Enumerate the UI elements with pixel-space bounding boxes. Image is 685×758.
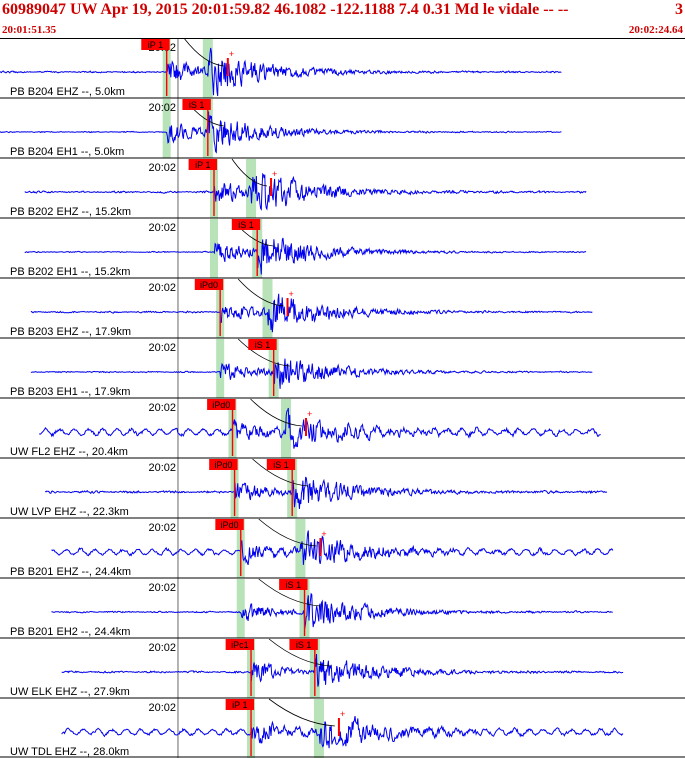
p-pick-flag xyxy=(225,639,255,650)
s-pick-flag xyxy=(266,459,296,470)
event-title: 60989047 UW Apr 19, 2015 20:01:59.82 46.… xyxy=(2,1,569,18)
minute-label: 20:02 xyxy=(148,702,176,714)
station-label: PB B204 EH1 --, 5.0km xyxy=(10,146,124,158)
minute-label: 20:02 xyxy=(148,342,176,354)
p-pick-flag xyxy=(215,519,244,530)
travel-time-curve xyxy=(231,158,268,187)
travel-time-curve xyxy=(268,638,331,667)
coda-plus: + xyxy=(340,709,345,719)
waveform-trace xyxy=(44,476,608,510)
minute-label: 20:02 xyxy=(148,462,176,474)
minute-label: 20:02 xyxy=(148,282,176,294)
p-window xyxy=(216,339,225,398)
station-label: UW LVP EHZ --, 22.3km xyxy=(10,506,129,518)
station-label: PB B203 EHZ --, 17.9km xyxy=(10,326,131,338)
travel-time-curve xyxy=(184,38,224,67)
station-label: PB B204 EHZ --, 5.0km xyxy=(10,86,125,98)
coda-plus: + xyxy=(321,529,326,539)
seismogram-panel: 20:02 iP 1 + PB B204 EHZ --, 5.0km 20:02 iS 1… xyxy=(0,38,685,758)
p-pick-label: iPc1 xyxy=(231,640,249,650)
p-pick-flag xyxy=(207,399,236,410)
coda-plus: + xyxy=(307,409,312,419)
p-pick-label: iPd0 xyxy=(214,460,232,470)
waveform-trace xyxy=(0,47,562,97)
travel-time-curve xyxy=(237,278,284,307)
event-count: 3 xyxy=(675,1,683,18)
travel-time-curve xyxy=(268,698,335,727)
waveform-trace xyxy=(51,592,613,629)
s-pick-label: iS 1 xyxy=(296,640,312,650)
s-pick-label: iS 1 xyxy=(189,100,205,110)
s-pick-flag xyxy=(279,579,308,590)
travel-time-curve xyxy=(258,518,317,547)
time-start-label: 20:01:51.35 xyxy=(2,24,57,36)
waveform-trace xyxy=(24,237,587,275)
minute-label: 20:02 xyxy=(148,642,176,654)
travel-time-curve xyxy=(252,458,309,487)
waveform-trace xyxy=(61,653,624,687)
station-label: PB B202 EHZ --, 15.2km xyxy=(10,206,131,218)
s-window xyxy=(246,159,257,218)
travel-time-curve xyxy=(237,338,290,367)
minute-label: 20:02 xyxy=(148,522,176,534)
coda-plus: + xyxy=(229,49,234,59)
p-pick-label: iPd0 xyxy=(221,520,239,530)
station-label: PB B201 EHZ --, 24.4km xyxy=(10,566,131,578)
station-label: UW TDL EHZ --, 28.0km xyxy=(10,746,129,758)
station-label: PB B201 EH2 --, 24.4km xyxy=(10,626,130,638)
p-window xyxy=(162,99,171,158)
p-pick-flag xyxy=(194,279,224,290)
waveform-trace xyxy=(24,172,587,211)
p-pick-flag xyxy=(209,459,238,470)
p-pick-label: iPd0 xyxy=(200,280,218,290)
minute-label: 20:02 xyxy=(148,102,176,114)
s-pick-label: iS 1 xyxy=(286,580,302,590)
s-window xyxy=(262,279,273,338)
travel-time-curve xyxy=(250,398,303,427)
waveform-trace xyxy=(30,358,593,389)
station-label: PB B203 EH1 --, 17.9km xyxy=(10,386,130,398)
s-pick-flag xyxy=(289,639,318,650)
p-pick-label: iP 1 xyxy=(195,160,210,170)
p-window xyxy=(236,579,245,638)
minute-label: 20:02 xyxy=(148,162,176,174)
p-pick-label: iP 1 xyxy=(148,40,163,50)
minute-label: 20:02 xyxy=(148,582,176,594)
travel-time-curve xyxy=(258,578,321,607)
minute-label: 20:02 xyxy=(148,222,176,234)
p-pick-label: iP 1 xyxy=(232,700,247,710)
coda-plus: + xyxy=(288,289,293,299)
plot-header: 60989047 UW Apr 19, 2015 20:01:59.82 46.… xyxy=(0,0,685,39)
s-pick-label: iS 1 xyxy=(238,220,254,230)
p-pick-label: iPd0 xyxy=(212,400,230,410)
station-label: UW ELK EHZ --, 27.9km xyxy=(10,686,130,698)
coda-plus: + xyxy=(272,169,277,179)
s-pick-label: iS 1 xyxy=(273,460,289,470)
time-end-label: 20:02:24.64 xyxy=(628,24,683,36)
s-pick-flag xyxy=(182,99,211,110)
station-label: PB B202 EH1 --, 15.2km xyxy=(10,266,130,278)
p-pick-flag xyxy=(188,159,217,170)
p-pick-flag xyxy=(141,39,170,50)
waveform-trace xyxy=(51,530,614,566)
waveform-trace xyxy=(61,716,624,749)
waveform-trace xyxy=(38,407,601,449)
minute-label: 20:02 xyxy=(148,402,176,414)
p-window xyxy=(209,219,218,278)
station-label: UW FL2 EHZ --, 20.4km xyxy=(10,446,128,458)
s-pick-flag xyxy=(248,339,277,350)
s-pick-label: iS 1 xyxy=(255,340,271,350)
s-pick-flag xyxy=(231,219,261,230)
p-pick-flag xyxy=(225,699,255,710)
waveform-trace xyxy=(0,111,562,154)
s-window xyxy=(313,699,324,758)
waveform-trace xyxy=(30,293,593,333)
